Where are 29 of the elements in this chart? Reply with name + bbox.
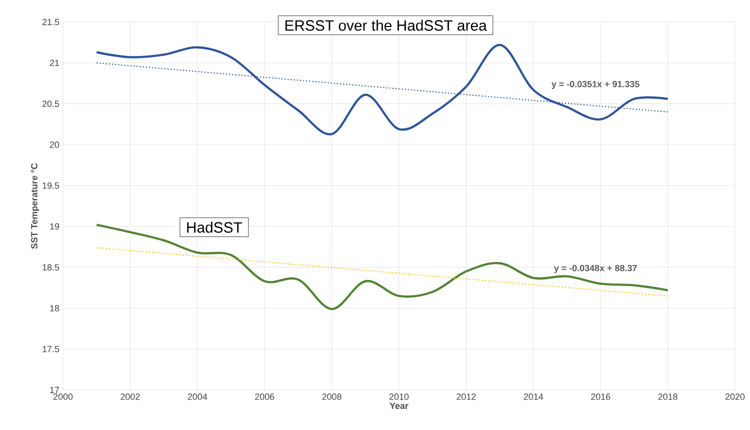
y-tick-label: 21.5 bbox=[42, 18, 60, 26]
y-tick-label: 17.5 bbox=[42, 346, 60, 352]
y-tick-label: 21 bbox=[50, 60, 60, 66]
line-series bbox=[96, 44, 669, 136]
x-tick-label: 2018 bbox=[658, 394, 678, 400]
x-tick-label: 2020 bbox=[725, 394, 745, 400]
line-series bbox=[96, 224, 669, 310]
annotation: y = -0.0348x + 88.37 bbox=[554, 264, 637, 274]
y-tick-label: 18 bbox=[50, 305, 60, 312]
annotation: y = -0.0351x + 91.335 bbox=[552, 80, 640, 90]
x-tick-label: 2006 bbox=[255, 394, 274, 400]
y-tick-label: 19 bbox=[50, 223, 60, 230]
series-label: ERSST over the HadSST area bbox=[285, 20, 487, 31]
x-axis-title: Year bbox=[390, 402, 408, 409]
series-label: HadSST bbox=[187, 222, 242, 233]
y-axis-title: SST Temperature °C bbox=[31, 163, 40, 249]
x-tick-label: 2014 bbox=[524, 394, 544, 400]
y-tick-label: 18.5 bbox=[42, 264, 60, 271]
y-tick-label: 20 bbox=[50, 141, 60, 148]
x-tick-label: 2010 bbox=[389, 394, 409, 400]
y-tick-label: 20.5 bbox=[42, 100, 60, 107]
y-tick-label: 19.5 bbox=[42, 182, 60, 189]
x-tick-label: 2002 bbox=[120, 394, 140, 400]
x-tick-label: 2012 bbox=[456, 394, 476, 400]
x-tick-label: 2000 bbox=[53, 394, 73, 400]
x-tick-label: 2004 bbox=[188, 394, 208, 400]
y-tick-label: 17 bbox=[50, 386, 60, 394]
x-tick-label: 2008 bbox=[322, 394, 342, 400]
x-tick-label: 2016 bbox=[591, 394, 610, 400]
